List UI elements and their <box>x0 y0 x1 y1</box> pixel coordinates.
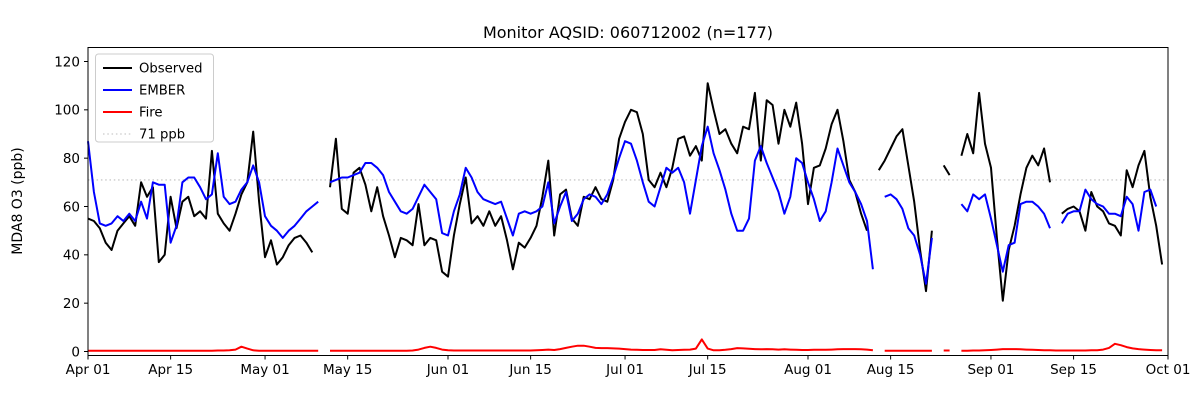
y-tick-label: 100 <box>54 103 80 119</box>
series-observed-line <box>942 164 951 176</box>
x-tick-label: Jul 15 <box>688 362 727 378</box>
y-tick-label: 40 <box>63 248 80 264</box>
x-tick-label: May 01 <box>240 362 289 378</box>
legend-label-ember: EMBER <box>139 84 185 99</box>
x-tick-label: May 15 <box>323 362 372 378</box>
legend-box <box>95 53 214 143</box>
legend-label-fire: Fire <box>139 106 163 121</box>
series-observed-line <box>329 82 868 278</box>
y-tick-label: 0 <box>71 344 80 360</box>
series-ember-line <box>87 141 319 244</box>
x-tick-label: Aug 01 <box>784 362 832 378</box>
x-tick-label: Oct 01 <box>1146 362 1191 378</box>
x-tick-label: Jun 01 <box>426 362 470 378</box>
x-tick-label: Apr 01 <box>66 362 111 378</box>
y-axis-label: MDA8 O3 (ppb) <box>10 147 26 255</box>
y-axis: 0 20 40 60 80 100 120 <box>54 54 88 360</box>
series-ember-line <box>960 193 1051 273</box>
series-observed-line <box>960 91 1051 302</box>
plot-frame <box>87 47 1169 356</box>
y-tick-label: 80 <box>63 151 80 167</box>
x-tick-label: Sep 15 <box>1050 362 1097 378</box>
legend-label-observed: Observed <box>139 62 202 77</box>
x-axis: Apr 01 Apr 15 May 01 May 15 Jun 01 Jun 15 Jul … <box>66 355 1191 378</box>
series-ember-line <box>1060 188 1158 232</box>
series-observed-line <box>87 130 314 266</box>
y-tick-label: 120 <box>54 54 80 70</box>
series-group <box>87 82 1164 352</box>
x-tick-label: Jul 01 <box>605 362 644 378</box>
series-ember-line <box>884 193 933 285</box>
legend-label-71-ppb: 71 ppb <box>139 128 185 143</box>
chart-title: Monitor AQSID: 060712002 (n=177) <box>483 23 773 42</box>
x-tick-label: Aug 15 <box>867 362 915 378</box>
x-tick-label: Sep 01 <box>967 362 1014 378</box>
series-fire-line <box>961 342 1163 352</box>
x-tick-label: Apr 15 <box>148 362 193 378</box>
y-tick-label: 60 <box>63 199 80 215</box>
series-fire-line <box>330 338 874 352</box>
series-fire-line <box>88 345 319 352</box>
y-tick-label: 20 <box>63 296 80 312</box>
legend: Observed EMBER Fire 71 ppb <box>95 53 214 143</box>
x-tick-label: Jun 15 <box>508 362 552 378</box>
series-ember-line <box>329 125 874 270</box>
